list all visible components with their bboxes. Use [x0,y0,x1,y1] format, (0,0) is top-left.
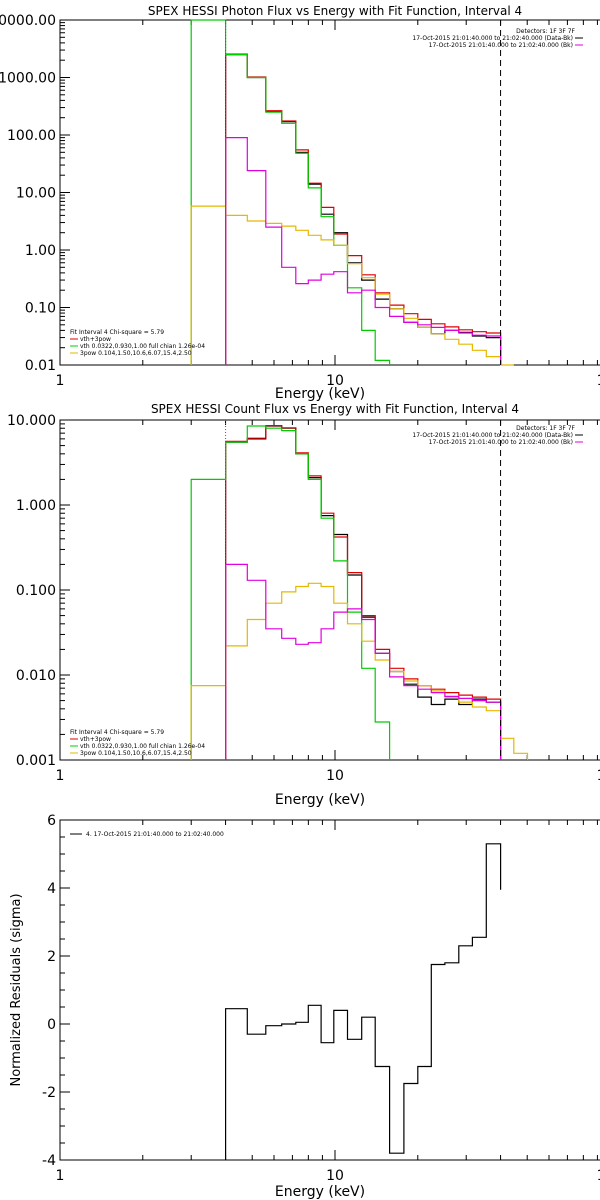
legend-3pow: 3pow 0.104,1.50,10.6,6.07,15.4,2.50 [80,350,192,357]
x-tick-label: 1 [56,1168,65,1184]
x-tick-label: 10 [326,373,344,389]
legend-top-right: Detectors: 1F 3F 7F 17-Oct-2015 21:01:40… [412,28,583,49]
y-tick-label: 0.010 [16,668,56,684]
legend-entry: 4. 17-Oct-2015 21:01:40.000 to 21:02:40.… [86,831,224,838]
plot-frame [59,819,600,1161]
y-tick-label: 0.10 [25,301,56,317]
legend: 4. 17-Oct-2015 21:01:40.000 to 21:02:40.… [70,831,224,838]
x-axis-ticks: 1 10 100 [56,820,600,1184]
series-line [190,205,514,366]
y-tick-label: 10.00 [16,186,56,202]
y-tick-label: 0 [47,1017,56,1033]
series-line [225,425,502,760]
legend-3pow: 3pow 0.104,1.50,10.6,6.07,15.4,2.50 [80,750,192,757]
series-line [190,425,391,760]
legend-vth: vth 0.0322,0.930,1.00 full chian 1.26e-0… [80,343,205,350]
series-line [225,563,502,760]
legend-detectors: Detectors: 1F 3F 7F [516,425,575,432]
y-axis-label: Normalized Residuals (sigma) [9,893,24,1086]
legend-bottom-left: Fit Interval 4 Chi-square = 5.79 vth+3po… [70,729,205,757]
y-tick-label: -4 [42,1153,56,1169]
y-tick-label: 4 [47,881,56,897]
x-axis-label: Energy (keV) [275,386,365,402]
legend-bk: 17-Oct-2015 21:01:40.000 to 21:02:40.000… [429,42,573,49]
y-tick-label: 100.00 [7,128,56,144]
series-line [225,425,502,760]
legend-top-right: Detectors: 1F 3F 7F 17-Oct-2015 21:01:40… [412,425,583,446]
series-line [190,19,391,365]
x-tick-label: 10 [326,768,344,784]
residuals-panel: -4 -2 0 2 4 6 1 10 100 Energy (keV) Normalized … [9,813,600,1200]
y-axis-ticks: -4 -2 0 2 4 6 [42,813,70,1169]
legend-vth: vth 0.0322,0.930,1.00 full chian 1.26e-0… [80,743,205,750]
series-line [225,54,502,365]
chart-title: SPEX HESSI Photon Flux vs Energy with Fi… [148,4,522,18]
y-axis-ticks: 0.001 0.010 0.100 1.000 10.000 [7,413,70,769]
y-tick-label: 0.01 [25,358,56,374]
legend-fit-interval: Fit Interval 4 Chi-square = 5.79 [70,329,164,336]
x-axis-label: Energy (keV) [275,792,365,808]
legend-bk: 17-Oct-2015 21:01:40.000 to 21:02:40.000… [429,439,573,446]
legend-vth3pow: vth+3pow [80,736,111,743]
data-series [190,425,529,760]
y-tick-label: 2 [47,949,56,965]
y-axis-ticks: 0.01 0.10 1.00 10.00 100.00 1000.00 10000.00 [0,13,70,374]
legend-detectors: Detectors: 1F 3F 7F [516,28,575,35]
plot-frame [59,19,600,366]
legend-data-bk: 17-Oct-2015 21:01:40.000 to 21:02:40.000… [412,432,573,439]
x-axis-label: Energy (keV) [275,1184,365,1200]
y-tick-label: 1000.00 [0,71,56,87]
x-tick-label: 1 [56,768,65,784]
x-tick-label: 1 [56,373,65,389]
y-tick-label: 6 [47,813,56,829]
legend-fit-interval: Fit Interval 4 Chi-square = 5.79 [70,729,164,736]
photon-flux-panel: SPEX HESSI Photon Flux vs Energy with Fi… [0,4,600,402]
series-line [225,137,502,365]
chart-title: SPEX HESSI Count Flux vs Energy with Fit… [151,402,519,416]
legend-bottom-left: Fit Interval 4 Chi-square = 5.79 vth+3po… [70,329,205,357]
y-tick-label: 10.000 [7,413,56,429]
data-series [190,19,514,366]
data-series [225,843,502,1160]
series-line [190,582,529,760]
y-tick-label: 0.100 [16,583,56,599]
y-tick-label: 10000.00 [0,13,56,29]
x-tick-label: 100 [597,1168,600,1184]
x-tick-label: 100 [597,768,600,784]
y-tick-label: 1.000 [16,498,56,514]
series-line [225,53,502,365]
series-line [225,843,502,1160]
count-flux-panel: SPEX HESSI Count Flux vs Energy with Fit… [7,402,600,808]
x-axis-ticks: 1 10 100 [56,20,600,389]
plot-frame [59,419,600,761]
y-tick-label: -2 [42,1085,56,1101]
legend-data-bk: 17-Oct-2015 21:01:40.000 to 21:02:40.000… [412,35,573,42]
y-tick-label: 0.001 [16,753,56,769]
legend-vth3pow: vth+3pow [80,336,111,343]
x-tick-label: 10 [326,1168,344,1184]
x-tick-label: 100 [597,373,600,389]
y-tick-label: 1.00 [25,243,56,259]
